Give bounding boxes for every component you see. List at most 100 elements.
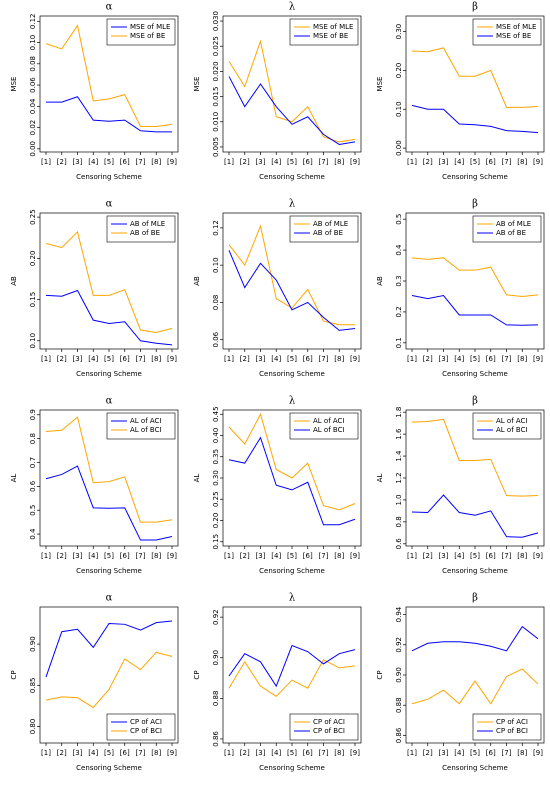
x-tick-label: [1]	[407, 749, 417, 757]
y-axis-label: AB	[193, 276, 201, 286]
x-tick-label: [8]	[151, 749, 161, 757]
y-tick-label: 0.20	[395, 63, 403, 79]
panel-title: λ	[289, 199, 296, 210]
x-tick-label: [5]	[104, 158, 114, 166]
x-tick-label: [4]	[88, 158, 98, 166]
x-tick-label: [6]	[486, 158, 496, 166]
series-line	[228, 644, 356, 688]
legend-box	[472, 18, 542, 46]
panel: λ 0.15 0.20 0.25 0.30 0.35 0.40 0.45 [1] [2] [3] [4…	[193, 396, 362, 575]
x-tick-label: [9]	[167, 355, 177, 363]
y-tick-label: 0.00	[395, 140, 403, 156]
x-tick-label: [1]	[41, 158, 51, 166]
x-axis-label: Censoring Scheme	[442, 173, 508, 181]
y-tick-label: 0.9	[29, 409, 37, 420]
x-tick-label: [7]	[136, 355, 146, 363]
y-tick-label: 0.86	[395, 727, 403, 743]
series-line	[411, 625, 539, 652]
y-tick-label: 0.06	[212, 331, 220, 347]
y-tick-label: 0.80	[29, 719, 37, 735]
y-tick-label: 0.90	[29, 636, 37, 652]
x-tick-label: [9]	[350, 158, 360, 166]
legend-label: AL of BCI	[313, 426, 345, 434]
x-tick-label: [2]	[57, 355, 67, 363]
series-line	[45, 416, 173, 523]
x-tick-label: [7]	[502, 552, 512, 560]
legend-label: AB of MLE	[130, 220, 165, 228]
x-tick-label: [2]	[57, 158, 67, 166]
y-tick-label: 0.25	[29, 209, 37, 225]
legend-label: AL of ACI	[130, 417, 162, 425]
series-line	[45, 289, 173, 346]
x-tick-label: [9]	[350, 552, 360, 560]
legend-box	[106, 412, 176, 440]
x-tick-label: [2]	[240, 355, 250, 363]
x-tick-label: [8]	[517, 749, 527, 757]
y-axis-label: CP	[193, 670, 201, 679]
panel: β 0.6 0.8 1.0 1.2 1.4 1.6 1.8 [1] [2] [3] [4] [5] [6]…	[376, 396, 545, 575]
legend-label: CP of ACI	[313, 718, 345, 726]
x-tick-label: [3]	[256, 552, 266, 560]
series-line	[46, 96, 172, 133]
series-line	[411, 294, 539, 326]
panel-title: λ	[289, 396, 296, 407]
x-tick-label: [9]	[167, 552, 177, 560]
y-axis-label: CP	[376, 670, 384, 679]
x-tick-label: [5]	[104, 552, 114, 560]
legend-label: AB of MLE	[313, 220, 348, 228]
x-tick-label: [4]	[454, 355, 464, 363]
series-line	[228, 659, 356, 697]
y-tick-label: 0.90	[212, 650, 220, 666]
panel: α 0.10 0.15 0.20 0.25 [1] [2] [3] [4] [5] [6] [7] [8…	[10, 199, 179, 378]
y-tick-label: 0.92	[212, 609, 220, 625]
x-tick-label: [1]	[41, 355, 51, 363]
x-tick-label: [4]	[271, 749, 281, 757]
x-tick-label: [6]	[486, 355, 496, 363]
x-tick-label: [6]	[303, 158, 313, 166]
legend-box	[289, 18, 359, 46]
x-tick-label: [1]	[224, 552, 234, 560]
y-tick-label: 1.2	[395, 472, 403, 483]
x-tick-label: [3]	[256, 749, 266, 757]
x-tick-label: [6]	[120, 355, 130, 363]
x-axis-label: Censoring Scheme	[259, 370, 325, 378]
legend-label: AB of BE	[313, 229, 343, 237]
y-tick-label: 0.94	[395, 606, 403, 622]
y-tick-label: 0.6	[395, 538, 403, 550]
panel-title: λ	[289, 593, 296, 604]
x-tick-label: [9]	[350, 355, 360, 363]
legend-box	[472, 412, 542, 440]
panel-title: α	[106, 593, 113, 604]
y-tick-label: 0.12	[29, 14, 37, 30]
y-tick-label: 0.20	[212, 513, 220, 529]
x-axis-label: Censoring Scheme	[76, 567, 142, 575]
x-tick-label: [3]	[73, 355, 83, 363]
y-axis-label: CP	[10, 670, 18, 679]
y-tick-label: 0.10	[29, 35, 37, 51]
y-tick-label: 0.1	[395, 337, 403, 348]
y-tick-label: 0.010	[212, 112, 220, 132]
y-tick-label: 0.86	[212, 731, 220, 747]
y-tick-label: 0.4	[395, 244, 403, 256]
y-tick-label: 0.025	[212, 36, 220, 56]
x-tick-label: [6]	[303, 355, 313, 363]
panel-title: β	[472, 593, 478, 604]
y-tick-label: 0.92	[395, 637, 403, 653]
x-tick-label: [5]	[287, 749, 297, 757]
x-tick-label: [9]	[350, 749, 360, 757]
x-tick-label: [4]	[454, 158, 464, 166]
x-tick-label: [7]	[136, 158, 146, 166]
x-tick-label: [3]	[256, 158, 266, 166]
x-tick-label: [5]	[470, 749, 480, 757]
x-tick-label: [3]	[73, 552, 83, 560]
x-axis-label: Censoring Scheme	[442, 764, 508, 772]
x-tick-label: [8]	[517, 552, 527, 560]
y-tick-label: 0.3	[395, 275, 403, 286]
x-tick-label: [7]	[502, 749, 512, 757]
series-line	[228, 224, 355, 326]
x-axis-label: Censoring Scheme	[76, 764, 142, 772]
x-tick-label: [1]	[407, 355, 417, 363]
panel-title: β	[472, 396, 478, 407]
